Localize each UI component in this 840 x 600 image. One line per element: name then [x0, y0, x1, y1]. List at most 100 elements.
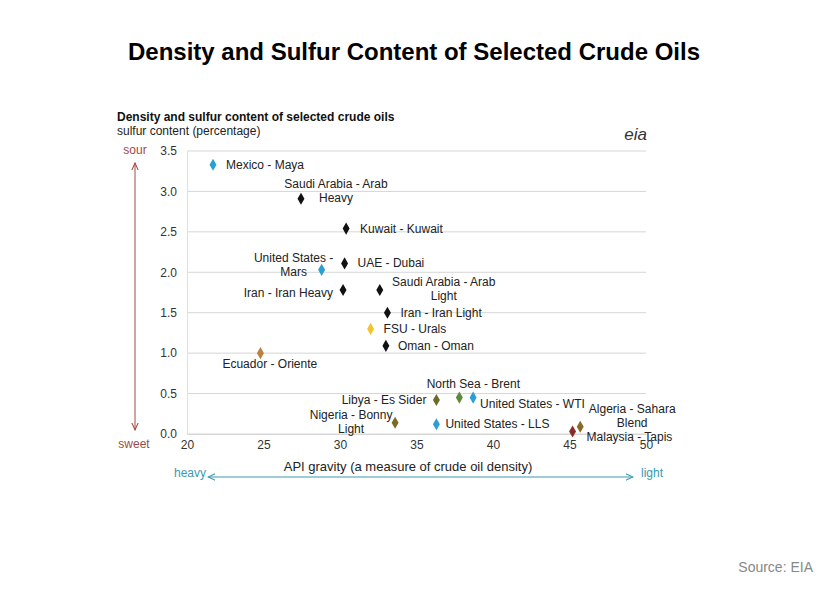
point-label: Ecuador - Oriente: [222, 357, 317, 371]
x-tick-label: 35: [410, 438, 424, 452]
y-tick-label: 1.0: [160, 346, 177, 360]
y-tick-label: 0.0: [160, 427, 177, 441]
point-label-line: Light: [338, 422, 365, 436]
point-label-line: Libya - Es Sider: [342, 393, 427, 407]
point: [382, 340, 389, 352]
point-label-line: Iran - Iran Heavy: [244, 286, 333, 300]
annotation: sweet: [118, 437, 150, 451]
point-label: North Sea - Brent: [427, 377, 521, 391]
point-label: Mexico - Maya: [226, 158, 304, 172]
point: [577, 421, 584, 433]
x-tick: 45: [563, 434, 577, 452]
point-label: United States - WTI: [480, 397, 585, 411]
point-label-line: Mexico - Maya: [226, 158, 304, 172]
y-tick-label: 3.0: [160, 185, 177, 199]
point-label-line: Blend: [617, 416, 648, 430]
point-label: Nigeria - BonnyLight: [310, 408, 393, 436]
y-tick: 2.0: [160, 266, 187, 280]
y-tick: 2.5: [160, 225, 187, 239]
y-tick-label: 0.5: [160, 387, 177, 401]
x-tick-label: 45: [563, 438, 577, 452]
grid: [187, 151, 646, 434]
x-tick-label: 30: [334, 438, 348, 452]
point-label: Saudi Arabia - ArabHeavy: [284, 177, 388, 205]
point-label-line: Malaysia - Tapis: [587, 430, 673, 444]
point-label: Malaysia - Tapis: [587, 430, 673, 444]
annotation: sour: [123, 143, 146, 157]
point-label-line: United States - WTI: [480, 397, 585, 411]
point: [341, 257, 348, 269]
point-label: Saudi Arabia - ArabLight: [392, 275, 496, 303]
point-label-line: Iran - Iran Light: [400, 306, 482, 320]
x-axis-line: [188, 434, 647, 435]
point: [318, 264, 325, 276]
y-tick: 0.5: [160, 387, 187, 401]
point: [367, 323, 374, 335]
point-label-line: Nigeria - Bonny: [310, 408, 393, 422]
point-label-line: UAE - Dubai: [358, 256, 425, 270]
y-tick-label: 1.5: [160, 306, 177, 320]
point-label: Kuwait - Kuwait: [360, 222, 443, 236]
point: [456, 392, 463, 404]
point-label-line: Light: [431, 289, 458, 303]
point-label: Iran - Iran Light: [400, 306, 482, 320]
y-axis-title: sulfur content (percentage): [117, 124, 260, 138]
x-tick: 40: [487, 434, 501, 452]
point-label-line: Heavy: [319, 191, 353, 205]
x-axis: 20253035404550: [181, 434, 654, 452]
point-label: Libya - Es Sider: [342, 393, 427, 407]
point-label-line: Saudi Arabia - Arab: [284, 177, 388, 191]
y-tick-label: 3.5: [160, 144, 177, 158]
annotation: light: [641, 466, 664, 480]
point: [569, 426, 576, 438]
annotation: heavy: [174, 466, 206, 480]
point: [433, 394, 440, 406]
sulfur-arrow: [135, 163, 136, 430]
title: Density and Sulfur Content of Selected C…: [128, 38, 700, 65]
density-arrow: [208, 477, 633, 478]
point-label: UAE - Dubai: [358, 256, 425, 270]
grid-line: [187, 191, 646, 192]
point: [376, 284, 383, 296]
point-labels: Mexico - MayaSaudi Arabia - ArabHeavyKuw…: [222, 158, 675, 444]
point-label-line: FSU - Urals: [384, 322, 447, 336]
point-label-line: Oman - Oman: [398, 339, 474, 353]
point: [340, 284, 347, 296]
point-label-line: Ecuador - Oriente: [222, 357, 317, 371]
y-tick: 3.0: [160, 185, 187, 199]
point: [392, 417, 399, 429]
point: [210, 159, 217, 171]
point-label: Iran - Iran Heavy: [244, 286, 333, 300]
subtitle: Density and sulfur content of selected c…: [117, 110, 395, 124]
x-tick: 20: [181, 434, 195, 452]
x-tick-label: 20: [181, 438, 195, 452]
x-tick: 25: [257, 434, 271, 452]
chart: Density and Sulfur Content of Selected C…: [0, 0, 840, 600]
logo: eia: [624, 125, 647, 144]
grid-line: [187, 272, 646, 273]
point-label-line: North Sea - Brent: [427, 377, 521, 391]
x-tick: 35: [410, 434, 424, 452]
point-label: Algeria - SaharaBlend: [589, 402, 676, 430]
point-label-line: Saudi Arabia - Arab: [392, 275, 496, 289]
grid-line: [187, 434, 646, 435]
point-label-line: United States - LLS: [445, 417, 549, 431]
point-label: United States - LLS: [445, 417, 549, 431]
point-label-line: Algeria - Sahara: [589, 402, 676, 416]
point: [384, 307, 391, 319]
point: [343, 223, 350, 235]
grid-line: [187, 151, 646, 152]
point-label-line: Mars: [280, 265, 307, 279]
x-axis-title: API gravity (a measure of crude oil dens…: [284, 459, 533, 474]
point-label-line: Kuwait - Kuwait: [360, 222, 443, 236]
y-tick: 3.5: [160, 144, 187, 158]
point: [470, 392, 477, 404]
point-label: FSU - Urals: [384, 322, 447, 336]
point-label: United States -Mars: [254, 251, 333, 279]
y-tick-label: 2.0: [160, 266, 177, 280]
point-label: Oman - Oman: [398, 339, 474, 353]
x-tick-label: 40: [487, 438, 501, 452]
y-tick: 1.0: [160, 346, 187, 360]
source: Source: EIA: [738, 559, 813, 575]
x-tick-label: 25: [257, 438, 271, 452]
